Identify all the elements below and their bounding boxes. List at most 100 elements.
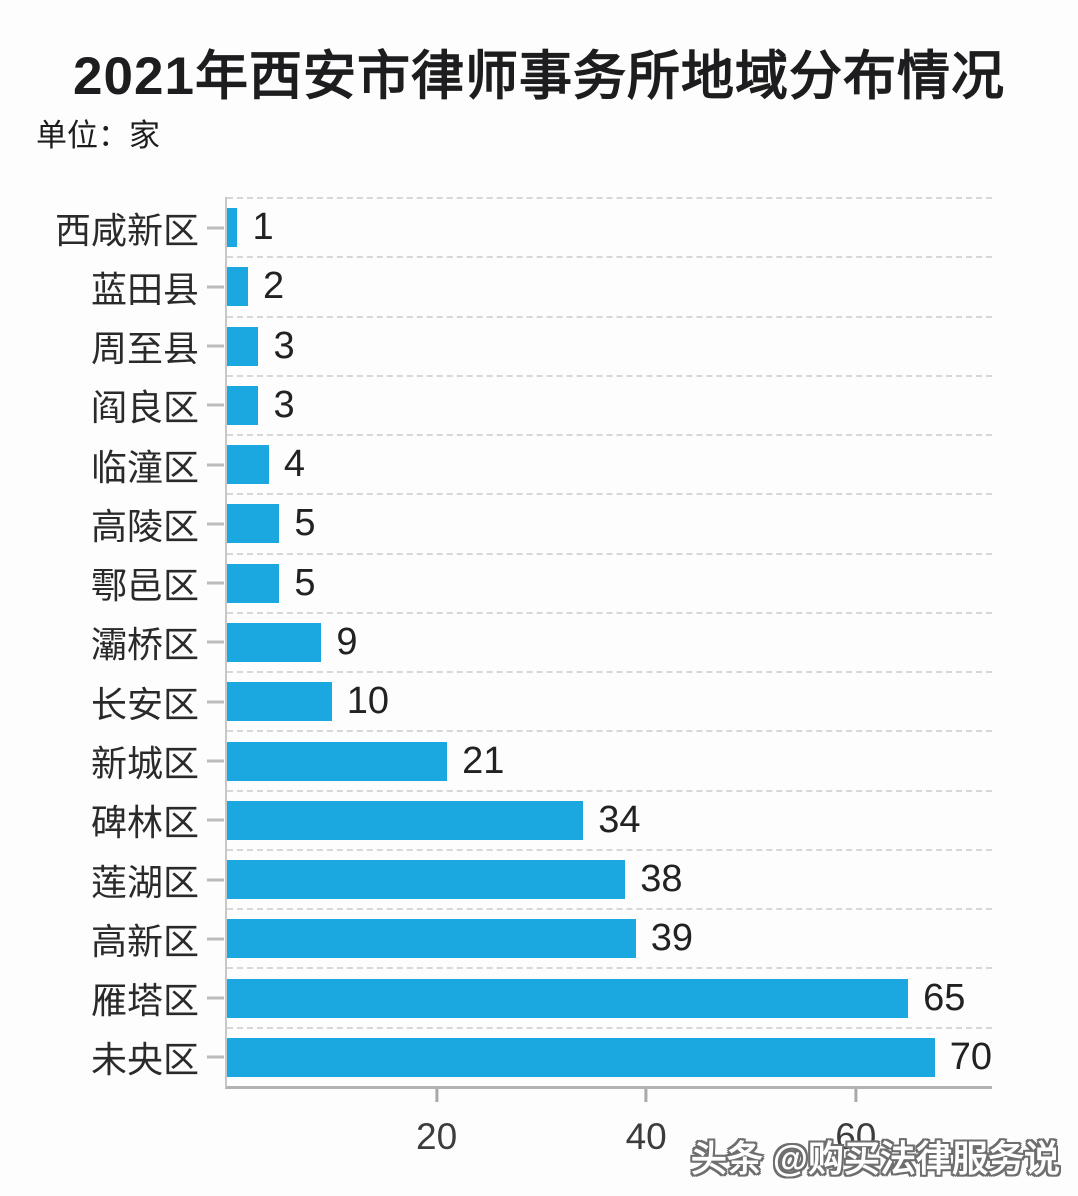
value-label: 3 xyxy=(273,324,295,367)
category-label: 莲湖区 xyxy=(90,861,199,903)
bar-line: 9 xyxy=(227,614,992,671)
y-tick-mark xyxy=(207,818,224,822)
y-tick-mark xyxy=(207,285,224,289)
bar xyxy=(227,860,626,900)
category-label: 长安区 xyxy=(90,683,199,725)
chart-row: 碑林区 34 xyxy=(91,789,992,849)
category-label: 未央区 xyxy=(90,1039,199,1081)
y-tick-mark xyxy=(207,226,224,230)
value-label: 21 xyxy=(462,739,505,782)
bar-line: 3 xyxy=(227,377,992,434)
x-tick-label: 60 xyxy=(835,1116,877,1157)
bar xyxy=(227,1037,935,1077)
bar-line: 4 xyxy=(227,436,992,493)
category-label: 灞桥区 xyxy=(90,624,199,666)
y-tick-mark xyxy=(207,403,224,407)
watermark: 头条 @购买法律服务说 xyxy=(690,1138,1060,1179)
bar-line: 5 xyxy=(227,495,992,552)
category-label: 新城区 xyxy=(90,743,199,785)
bar-line: 34 xyxy=(227,792,992,849)
x-tick-label: 40 xyxy=(625,1116,667,1157)
y-tick-mark xyxy=(207,344,224,348)
category-label: 鄠邑区 xyxy=(90,565,199,607)
x-tick-mark xyxy=(435,1089,439,1102)
chart-row: 西咸新区 1 xyxy=(55,197,992,256)
value-label: 70 xyxy=(949,1035,992,1078)
chart-row: 长安区 10 xyxy=(91,671,992,730)
category-label: 周至县 xyxy=(90,328,199,370)
value-label: 34 xyxy=(598,798,641,841)
bar xyxy=(227,326,259,366)
category-label: 高陵区 xyxy=(90,505,199,547)
category-label: 高新区 xyxy=(90,920,199,962)
category-label: 临潼区 xyxy=(90,446,199,488)
bar-line: 1 xyxy=(227,199,992,256)
bar-line: 10 xyxy=(227,673,992,730)
value-label: 5 xyxy=(294,502,316,545)
x-tick-mark xyxy=(854,1089,858,1102)
chart-row: 高新区 39 xyxy=(91,908,992,967)
bar xyxy=(227,682,332,722)
bar xyxy=(227,919,636,959)
chart-row: 周至县 3 xyxy=(91,315,992,375)
y-tick-mark xyxy=(207,640,224,644)
category-label: 蓝田县 xyxy=(90,268,199,310)
x-axis-tick: 20 xyxy=(416,1086,457,1158)
y-tick-mark xyxy=(207,522,224,526)
y-tick-mark xyxy=(207,937,224,941)
bar xyxy=(227,267,248,307)
bar-line: 70 xyxy=(227,1029,992,1086)
category-label: 阎良区 xyxy=(90,387,199,429)
bar xyxy=(227,504,280,544)
bar xyxy=(227,800,584,840)
bar xyxy=(227,741,448,781)
bar-line: 21 xyxy=(227,732,992,789)
x-tick-mark xyxy=(644,1089,648,1102)
bar-line: 5 xyxy=(227,555,992,612)
chart-row: 雁塔区 65 xyxy=(91,967,992,1026)
chart-row: 莲湖区 38 xyxy=(91,848,992,908)
value-label: 3 xyxy=(273,383,295,426)
plot-area: 西咸新区 1 蓝田县 2 周至县 3 阎良区 xyxy=(55,197,992,1157)
bar-line: 38 xyxy=(227,851,992,908)
bar xyxy=(227,208,238,248)
bar xyxy=(227,445,269,485)
x-axis-tick: 40 xyxy=(626,1086,667,1158)
value-label: 39 xyxy=(650,917,693,960)
value-label: 38 xyxy=(640,858,683,901)
bar-line: 3 xyxy=(227,318,992,375)
bar xyxy=(227,978,909,1018)
chart-row: 鄠邑区 5 xyxy=(91,552,992,612)
y-tick-mark xyxy=(207,700,224,704)
bar-line: 39 xyxy=(227,910,992,967)
bar xyxy=(227,563,280,603)
chart-row: 未央区 70 xyxy=(91,1026,992,1086)
unit-label: 单位：家 xyxy=(36,118,160,153)
value-label: 9 xyxy=(336,620,358,663)
chart-row: 临潼区 4 xyxy=(91,434,992,493)
bar xyxy=(227,385,259,425)
chart-row: 新城区 21 xyxy=(91,730,992,789)
bar-line: 65 xyxy=(227,969,992,1026)
chart-row: 灞桥区 9 xyxy=(91,611,992,671)
value-label: 2 xyxy=(262,265,285,308)
value-label: 4 xyxy=(283,443,306,486)
y-tick-mark xyxy=(207,581,224,585)
chart-row: 高陵区 5 xyxy=(91,493,992,552)
y-tick-mark xyxy=(207,1055,224,1059)
category-label: 雁塔区 xyxy=(90,980,199,1022)
chart-title: 2021年西安市律师事务所地域分布情况 xyxy=(73,47,1005,106)
chart-row: 阎良区 3 xyxy=(91,374,992,434)
bar xyxy=(227,622,322,662)
y-tick-mark xyxy=(207,878,224,882)
value-label: 65 xyxy=(923,976,966,1019)
value-label: 5 xyxy=(294,561,316,604)
x-axis-tick: 60 xyxy=(835,1086,876,1158)
y-tick-mark xyxy=(207,759,224,763)
bar-line: 2 xyxy=(227,258,992,315)
category-label: 西咸新区 xyxy=(54,209,199,251)
y-tick-mark xyxy=(207,996,224,1000)
category-label: 碑林区 xyxy=(90,802,199,844)
x-tick-label: 20 xyxy=(416,1116,458,1157)
